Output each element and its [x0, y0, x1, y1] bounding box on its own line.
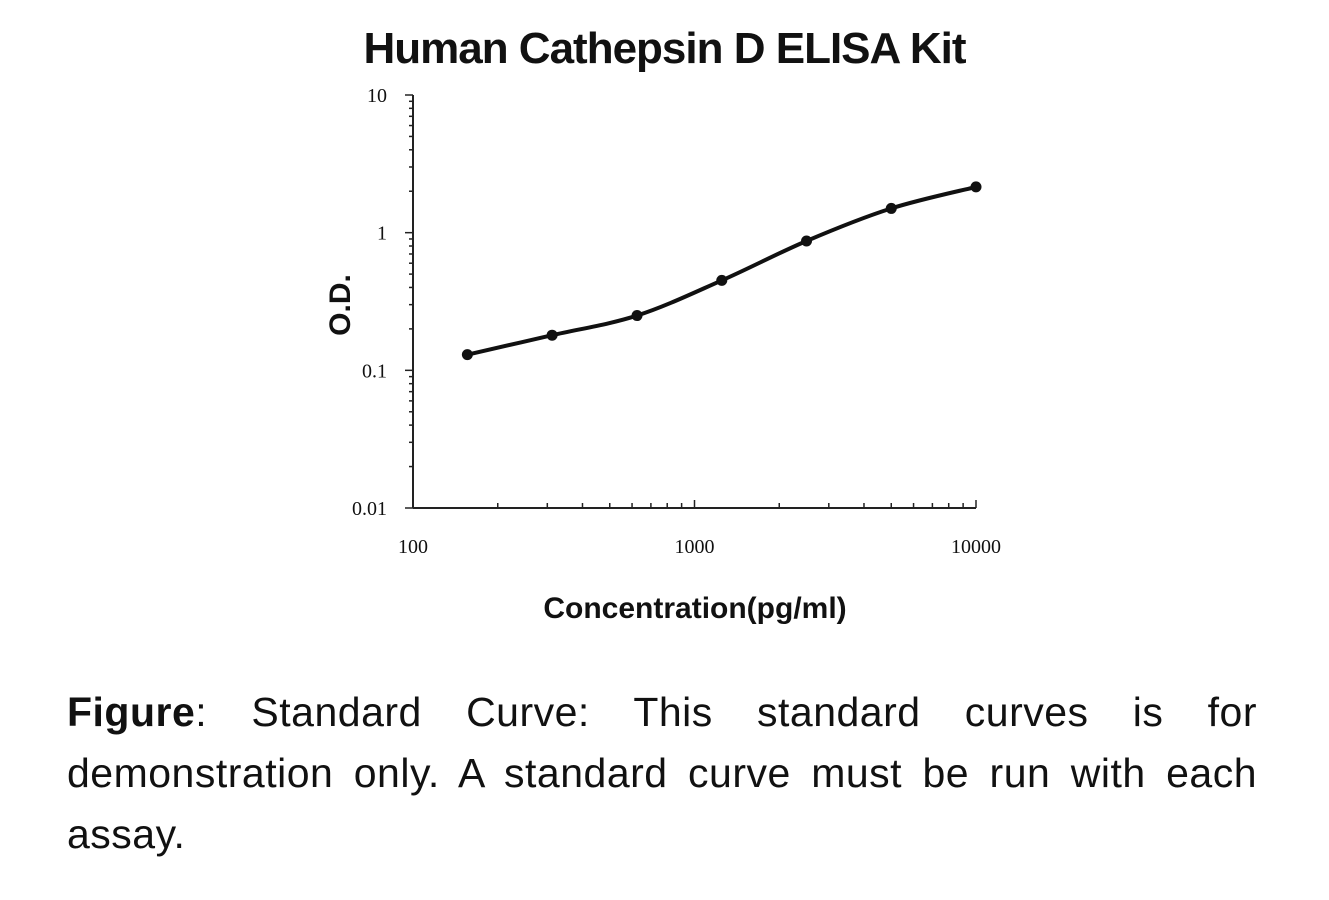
x-axis-label: Concentration(pg/ml): [543, 592, 846, 625]
caption-text: : Standard Curve: This standard curves i…: [67, 689, 1257, 857]
data-point: [801, 235, 813, 247]
figure-caption: Figure: Standard Curve: This standard cu…: [67, 682, 1257, 865]
y-tick-label: 1: [377, 223, 387, 245]
data-point: [716, 274, 728, 286]
chart-plot: 10 1 0.1 0.01 100 1000 10000 Concentration(pg/…: [324, 85, 1001, 625]
series-line: [466, 184, 977, 357]
data-point: [970, 181, 982, 193]
y-tick-label: 10: [367, 85, 387, 107]
data-point: [885, 202, 897, 214]
x-tick-label: 10000: [951, 536, 1001, 558]
chart-axes: [405, 94, 977, 509]
data-point: [631, 310, 643, 322]
data-point: [546, 329, 558, 341]
y-tick-label: 0.01: [352, 498, 387, 520]
data-points: [461, 181, 982, 361]
caption-bold: Figure: [67, 689, 196, 735]
x-tick-label: 1000: [675, 536, 715, 558]
y-tick-label: 0.1: [362, 360, 387, 382]
chart-title: Human Cathepsin D ELISA Kit: [363, 24, 966, 73]
y-axis-label: O.D.: [324, 274, 357, 336]
tick-labels: 10 1 0.1 0.01 100 1000 10000: [352, 85, 1001, 558]
x-tick-label: 100: [398, 536, 428, 558]
data-point: [461, 349, 473, 361]
